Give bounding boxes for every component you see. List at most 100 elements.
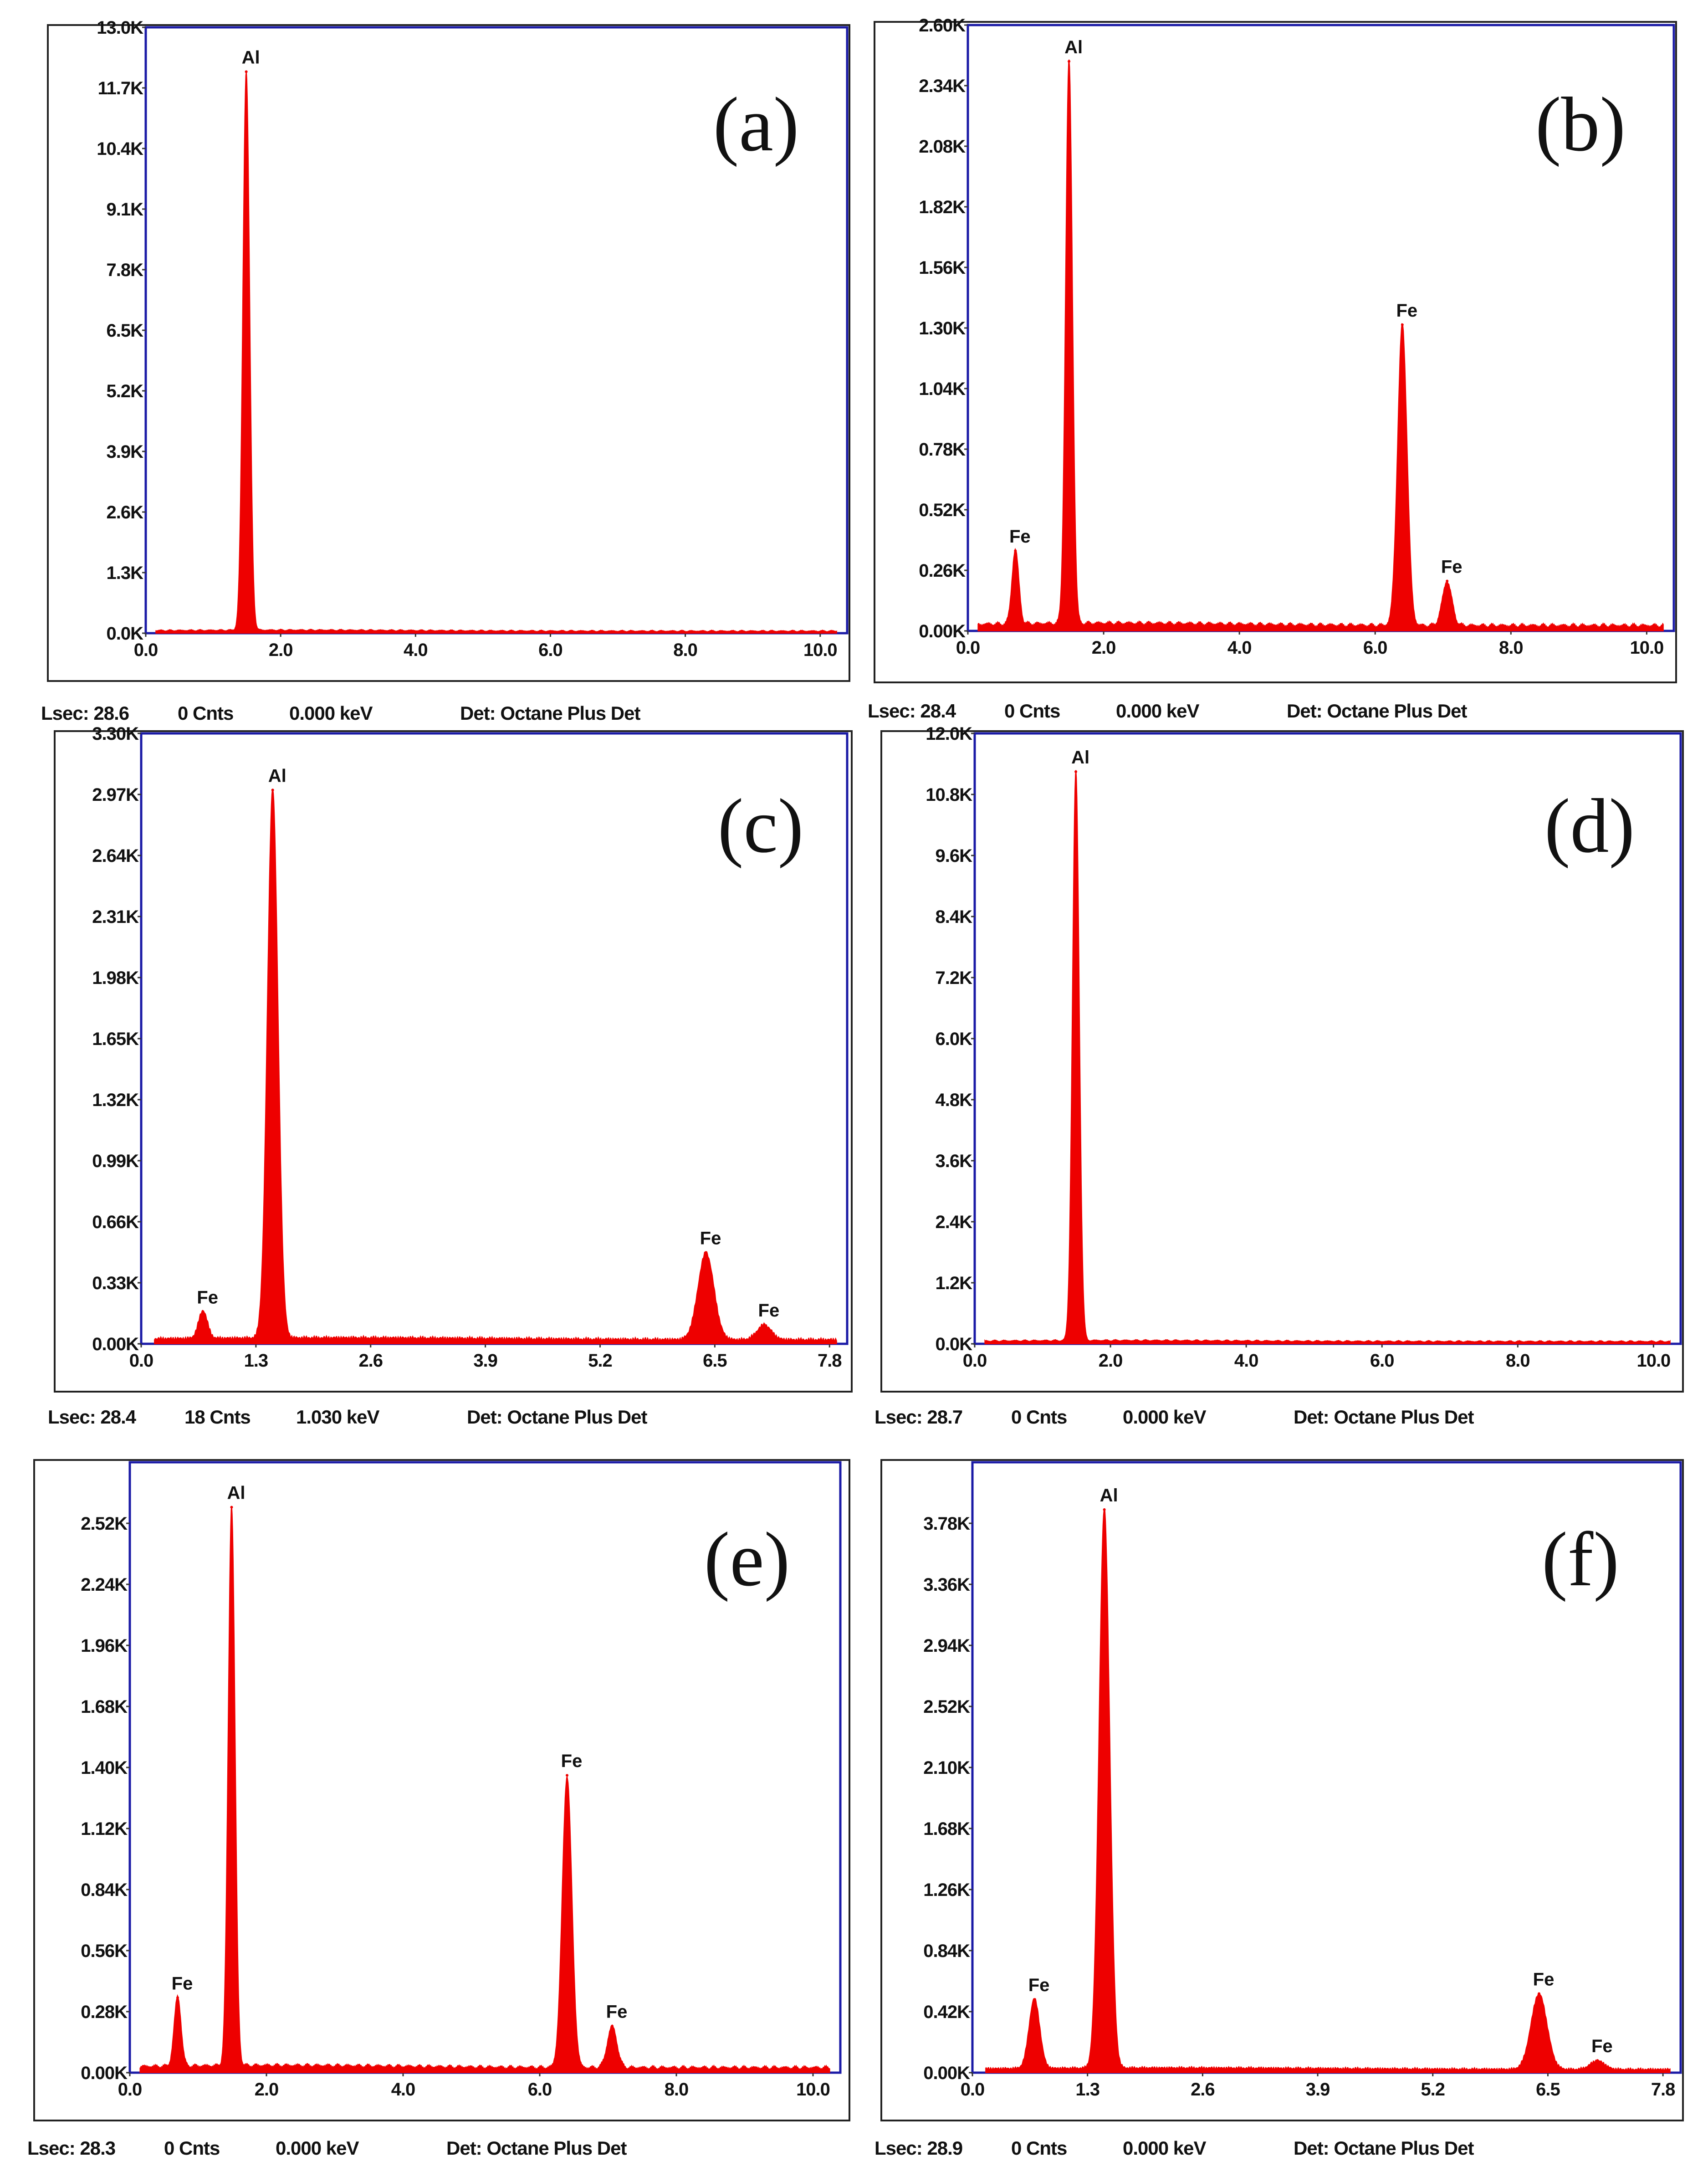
status-cnts: 0 Cnts xyxy=(1011,1406,1067,1428)
eds-panel-a: 0.0K 1.3K 2.6K 3.9K 5.2K 6.5K 7.8K 9.1K 10.4K 11.… xyxy=(41,18,850,724)
y-tick-label: 0.56K xyxy=(81,1941,128,1961)
peak-point-al xyxy=(1103,1508,1106,1511)
status-kev: 1.030 keV xyxy=(296,1406,379,1428)
peak-point-al xyxy=(230,1506,233,1509)
status-kev: 0.000 keV xyxy=(289,702,373,724)
x-tick-label: 6.0 xyxy=(538,640,563,660)
x-tick-label: 6.5 xyxy=(703,1351,727,1371)
y-tick-label: 3.30K xyxy=(92,724,139,744)
x-tick-label: 4.0 xyxy=(1227,638,1252,658)
eds-panel-d: 0.0K 1.2K 2.4K 3.6K 4.8K 6.0K 7.2K 8.4K 9.6K 10.8… xyxy=(874,724,1684,1428)
y-tick-label: 2.60K xyxy=(919,15,966,36)
x-tick-label: 3.9 xyxy=(1306,2080,1330,2100)
x-tick-label: 4.0 xyxy=(1234,1351,1258,1371)
spectrum-series xyxy=(985,1508,1671,2073)
status-cnts: 0 Cnts xyxy=(1011,2137,1067,2159)
peak-label-fe: Fe xyxy=(1441,557,1463,577)
x-tick-label: 10.0 xyxy=(1630,638,1663,658)
panel-letter: (b) xyxy=(1535,82,1626,167)
plot-area xyxy=(971,1461,1682,2074)
status-lsec: Lsec: 28.7 xyxy=(874,1406,962,1428)
panel-letter: (c) xyxy=(718,783,804,869)
y-tick-label: 10.8K xyxy=(926,785,972,805)
peak-point-fe xyxy=(762,1323,766,1326)
peak-label-al: Al xyxy=(1100,1485,1118,1506)
y-tick-label: 9.6K xyxy=(936,846,973,866)
peak-label-fe: Fe xyxy=(1591,2036,1613,2056)
x-tick-label: 5.2 xyxy=(1421,2080,1445,2100)
panel-letter: (e) xyxy=(704,1516,790,1602)
plot-area xyxy=(967,24,1675,632)
peak-label-fe: Fe xyxy=(561,1751,583,1771)
y-tick-label: 0.26K xyxy=(919,561,966,581)
peak-label-fe: Fe xyxy=(172,1973,193,1993)
peak-point-fe xyxy=(705,1251,707,1254)
status-cnts: 18 Cnts xyxy=(184,1406,251,1428)
status-cnts: 0 Cnts xyxy=(164,2137,220,2159)
status-cnts: 0 Cnts xyxy=(1004,700,1060,722)
status-detector: Det: Octane Plus Det xyxy=(460,702,640,724)
x-tick-label: 6.0 xyxy=(1370,1351,1394,1371)
y-tick-label: 0.00K xyxy=(919,621,966,641)
status-kev: 0.000 keV xyxy=(276,2137,359,2159)
y-tick-label: 7.2K xyxy=(936,968,973,988)
status-detector: Det: Octane Plus Det xyxy=(467,1406,647,1428)
x-tick-label: 0.0 xyxy=(956,638,980,658)
panel-letter: (f) xyxy=(1542,1516,1619,1602)
y-tick-label: 4.8K xyxy=(936,1090,973,1110)
peak-point-al xyxy=(1068,60,1071,63)
status-lsec: Lsec: 28.3 xyxy=(27,2137,115,2159)
eds-panel-e: 0.00K 0.28K 0.56K 0.84K 1.12K 1.40K 1.68K 1.96K… xyxy=(27,1459,850,2159)
status-kev: 0.000 keV xyxy=(1123,2137,1206,2159)
y-tick-label: 1.26K xyxy=(923,1880,970,1900)
peak-label-fe: Fe xyxy=(758,1301,780,1321)
y-tick-label: 0.33K xyxy=(92,1273,139,1293)
plot-area xyxy=(128,1461,842,2074)
x-tick-label: 0.0 xyxy=(118,2080,142,2100)
y-tick-label: 0.52K xyxy=(919,500,966,520)
x-tick-label: 2.0 xyxy=(1092,638,1116,658)
y-tick-label: 2.34K xyxy=(919,76,966,96)
y-tick-label: 1.04K xyxy=(919,379,966,399)
plot-area xyxy=(144,26,849,635)
status-kev: 0.000 keV xyxy=(1116,700,1199,722)
status-detector: Det: Octane Plus Det xyxy=(1287,700,1467,722)
status-detector: Det: Octane Plus Det xyxy=(446,2137,627,2159)
status-lsec: Lsec: 28.4 xyxy=(48,1406,137,1428)
peak-point-fe xyxy=(176,1996,179,1999)
x-tick-label: 3.9 xyxy=(473,1351,497,1371)
eds-panel-f: 0.00K 0.42K 0.84K 1.26K 1.68K 2.10K 2.52K 2.94K… xyxy=(874,1459,1684,2159)
status-cnts: 0 Cnts xyxy=(178,702,233,724)
peak-point-fe xyxy=(1538,1992,1540,1995)
y-tick-label: 1.40K xyxy=(81,1758,128,1778)
x-tick-label: 1.3 xyxy=(244,1351,268,1371)
peak-point-al xyxy=(271,789,274,792)
y-tick-label: 1.65K xyxy=(92,1029,139,1049)
x-tick-label: 4.0 xyxy=(404,640,428,660)
x-tick-label: 10.0 xyxy=(803,640,837,660)
y-tick-label: 8.4K xyxy=(936,907,973,927)
y-tick-label: 6.0K xyxy=(936,1029,973,1049)
y-tick-label: 0.00K xyxy=(81,2063,128,2083)
y-tick-label: 13.0K xyxy=(97,18,143,38)
y-tick-label: 0.84K xyxy=(81,1880,128,1900)
peak-point-fe xyxy=(566,1774,568,1777)
x-tick-label: 2.6 xyxy=(358,1351,383,1371)
y-tick-label: 11.7K xyxy=(97,78,143,98)
spectrum-series xyxy=(984,770,1671,1344)
y-tick-label: 0.0K xyxy=(936,1334,973,1354)
y-tick-label: 0.66K xyxy=(92,1212,139,1232)
x-tick-label: 8.0 xyxy=(1499,638,1523,658)
x-tick-label: 2.0 xyxy=(269,640,293,660)
y-tick-label: 1.68K xyxy=(923,1819,970,1839)
y-tick-label: 1.56K xyxy=(919,258,966,278)
y-tick-label: 2.08K xyxy=(919,137,966,157)
y-tick-label: 1.30K xyxy=(919,318,966,338)
x-tick-label: 4.0 xyxy=(391,2080,415,2100)
y-tick-label: 1.2K xyxy=(936,1273,973,1293)
y-tick-label: 2.6K xyxy=(107,502,144,522)
y-tick-label: 0.99K xyxy=(92,1151,139,1171)
peak-point-fe xyxy=(1596,2059,1599,2062)
status-lsec: Lsec: 28.4 xyxy=(868,700,956,722)
y-tick-label: 1.96K xyxy=(81,1636,128,1656)
